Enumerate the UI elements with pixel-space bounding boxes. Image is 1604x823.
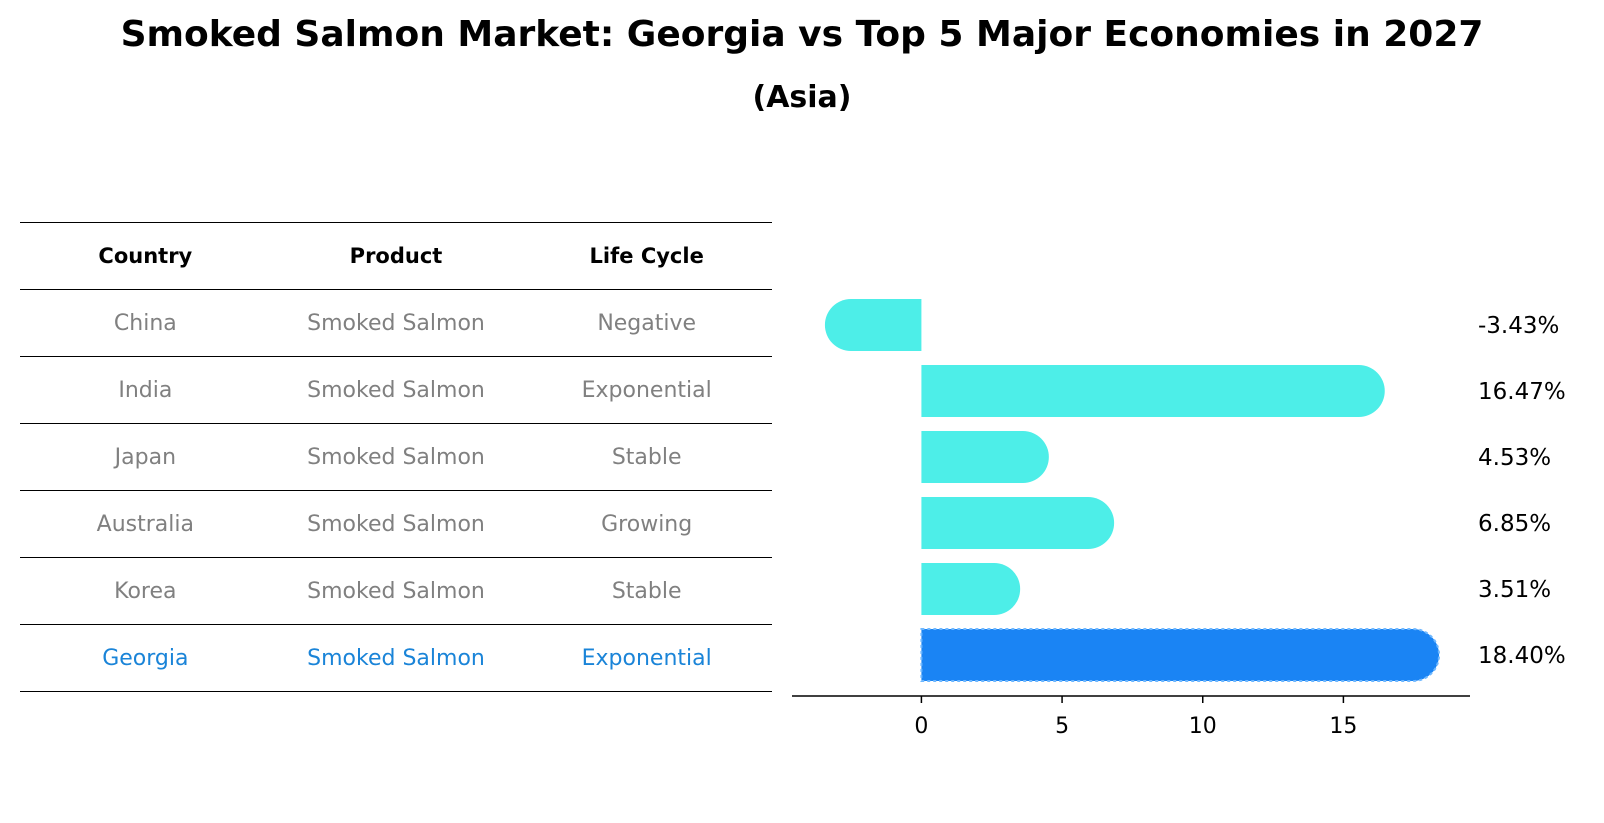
header-life-cycle: Life Cycle — [589, 244, 704, 268]
bar-korea — [921, 563, 1021, 615]
cell-life-cycle: Stable — [611, 578, 682, 604]
x-tick-label: 15 — [1329, 714, 1357, 739]
cell-life-cycle: Stable — [611, 444, 682, 470]
cell-country: Korea — [114, 578, 177, 604]
cell-product: Smoked Salmon — [307, 511, 485, 537]
cell-product: Smoked Salmon — [307, 444, 485, 470]
bar-china — [824, 299, 922, 351]
cell-life-cycle: Negative — [597, 310, 697, 336]
cell-country: Australia — [96, 511, 194, 537]
table-header-row: Country Product Life Cycle — [20, 222, 772, 289]
cell-product: Smoked Salmon — [307, 645, 485, 671]
cell-life-cycle: Exponential — [581, 645, 712, 671]
chart-subtitle: (Asia) — [752, 80, 852, 115]
table-row: Korea Smoked Salmon Stable — [20, 557, 772, 624]
header-product: Product — [349, 244, 443, 268]
table-row: China Smoked Salmon Negative — [20, 289, 772, 356]
x-tick-label: 5 — [1055, 714, 1069, 739]
x-tick-label: 0 — [914, 714, 928, 739]
cell-country: Japan — [114, 444, 177, 470]
cell-product: Smoked Salmon — [307, 310, 485, 336]
cell-product: Smoked Salmon — [307, 377, 485, 403]
cell-life-cycle: Exponential — [581, 377, 712, 403]
data-label-japan: 4.53% — [1478, 445, 1551, 471]
cell-product: Smoked Salmon — [307, 578, 485, 604]
table-row: India Smoked Salmon Exponential — [20, 356, 772, 423]
cell-country: India — [118, 377, 173, 403]
cell-life-cycle: Growing — [601, 511, 693, 537]
table-row: Japan Smoked Salmon Stable — [20, 423, 772, 490]
table-row: Australia Smoked Salmon Growing — [20, 490, 772, 557]
bar-australia — [921, 497, 1115, 549]
x-tick-label: 10 — [1189, 714, 1217, 739]
bar-india — [921, 365, 1385, 417]
cell-country: Georgia — [102, 645, 189, 671]
chart-title: Smoked Salmon Market: Georgia vs Top 5 M… — [120, 14, 1484, 55]
table-row-highlight: Georgia Smoked Salmon Exponential — [20, 624, 772, 692]
data-label-india: 16.47% — [1478, 379, 1566, 405]
cell-country: China — [113, 310, 177, 336]
market-table: Country Product Life Cycle China Smoked … — [20, 222, 772, 692]
data-label-korea: 3.51% — [1478, 577, 1551, 603]
data-label-australia: 6.85% — [1478, 511, 1551, 537]
data-label-china: -3.43% — [1478, 313, 1559, 339]
bar-georgia — [920, 628, 1441, 682]
data-label-georgia: 18.40% — [1478, 643, 1566, 669]
bar-japan — [921, 431, 1049, 483]
header-country: Country — [98, 244, 193, 268]
